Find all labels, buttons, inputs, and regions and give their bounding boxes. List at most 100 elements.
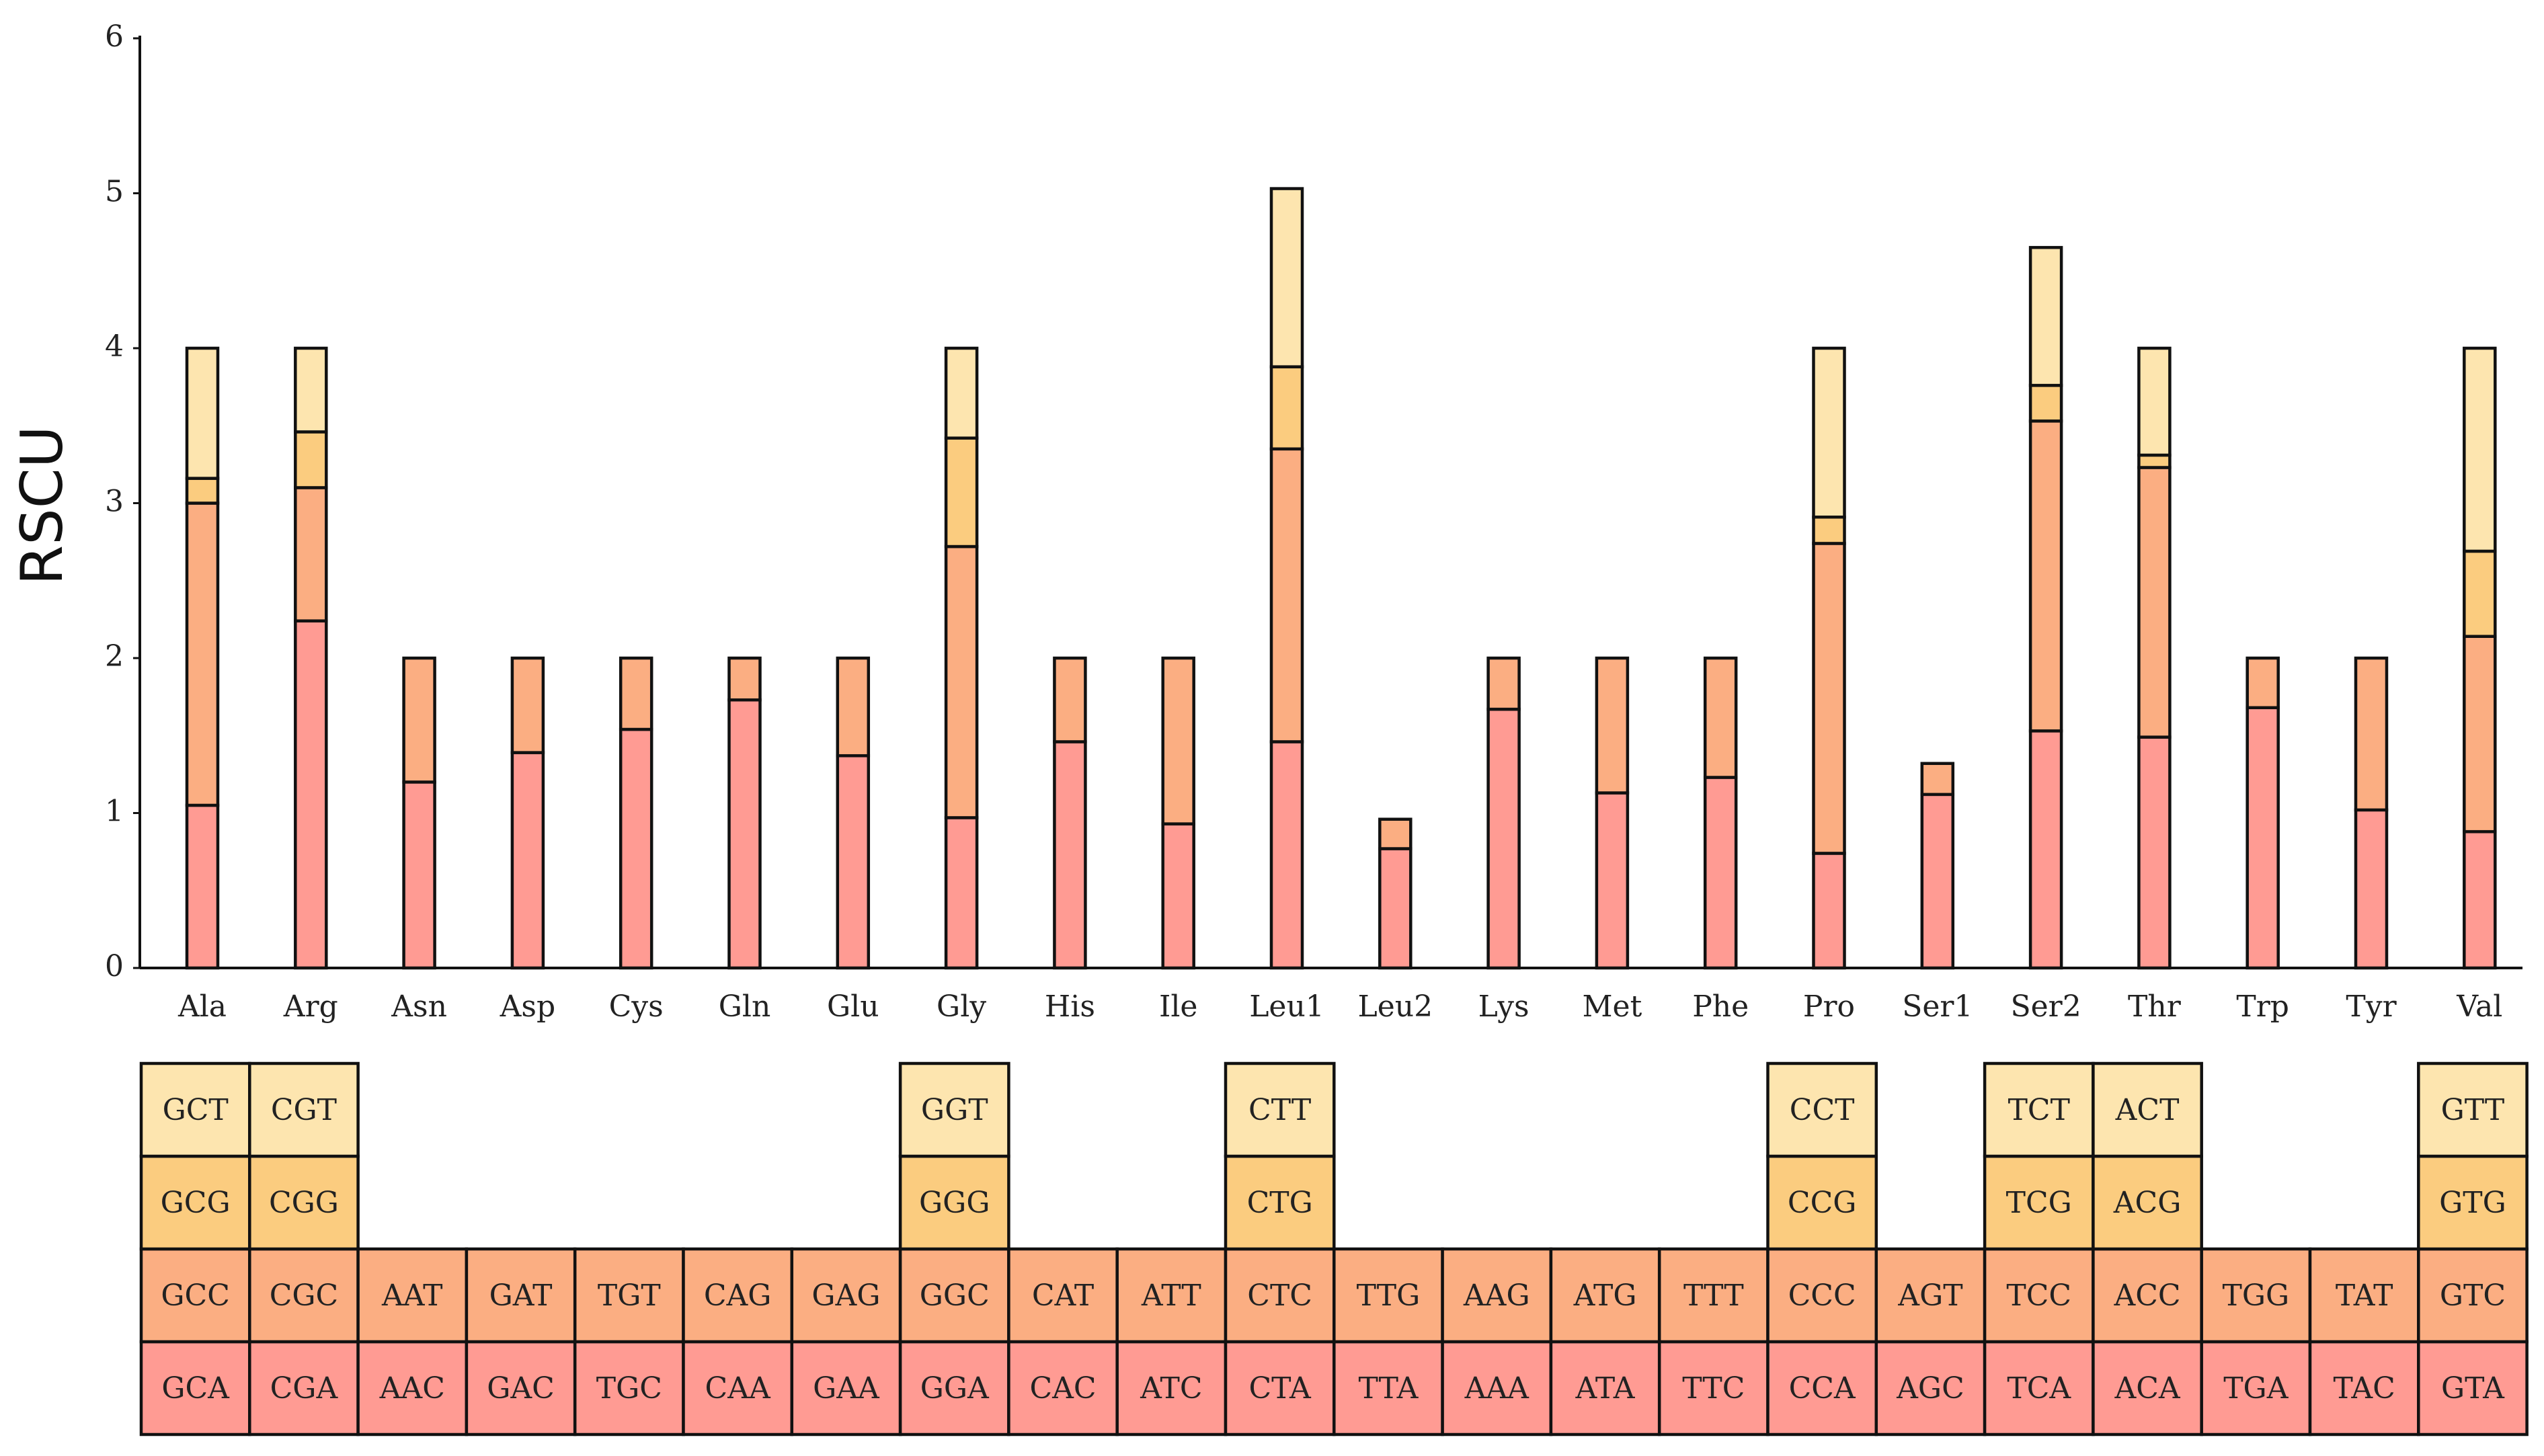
bar-segment-cca xyxy=(1812,852,1846,970)
codon-cell-aaa: AAA xyxy=(1441,1340,1553,1437)
codon-label: ACT xyxy=(2115,1093,2180,1127)
codon-cell-bg xyxy=(1766,1061,1878,1158)
codon-cell-tca: TCA xyxy=(1983,1340,2095,1437)
bar-segment-cgt xyxy=(294,346,328,434)
bar-segment-tta xyxy=(1378,847,1413,970)
codon-cell-ttg: TTG xyxy=(1333,1247,1444,1344)
bar-cys xyxy=(619,656,653,970)
bar-segment-gac xyxy=(510,751,545,970)
x-tick-label: Cys xyxy=(609,989,664,1024)
codon-cell-tga: TGA xyxy=(2200,1340,2312,1437)
codon-label: ATT xyxy=(1141,1279,1201,1313)
codon-cell-cga: CGA xyxy=(248,1340,360,1437)
bar-segment-gga xyxy=(944,816,979,970)
x-tick-label: Arg xyxy=(283,989,338,1024)
bar-segment-att xyxy=(1161,656,1195,825)
bar-val xyxy=(2463,346,2497,970)
codon-cell-caa: CAA xyxy=(682,1340,794,1437)
y-ticks: 0 1 2 3 4 5 6 xyxy=(105,19,140,983)
codon-cell-bg xyxy=(1549,1247,1661,1344)
codon-cell-bg xyxy=(1874,1340,1987,1437)
bar-segment-tat xyxy=(2354,656,2389,812)
codon-cell-cac: CAC xyxy=(1007,1340,1119,1437)
codon-label: TAT xyxy=(2336,1279,2393,1313)
bar-segment-gca xyxy=(185,803,220,970)
codon-label: CGG xyxy=(269,1186,339,1220)
codon-label: GTA xyxy=(2441,1371,2505,1406)
x-tick-label: Gln xyxy=(719,989,771,1024)
codon-label: TCG xyxy=(2006,1186,2072,1220)
plot-area: 0 1 2 3 4 5 6 Ala Arg Asn Asp Cys Gln Glu Gly His Ile Le… xyxy=(105,19,2522,1024)
bar-gln xyxy=(727,656,762,970)
codon-label: CAC xyxy=(1029,1371,1096,1406)
codon-label: GGG xyxy=(919,1186,990,1220)
codon-cell-cgg: CGG xyxy=(248,1154,360,1251)
codon-cell-ccc: CCC xyxy=(1766,1247,1878,1344)
codon-label: CGA xyxy=(270,1371,339,1406)
bar-ser2 xyxy=(2028,245,2063,970)
codon-cell-cca: CCA xyxy=(1766,1340,1878,1437)
codon-label: ATC xyxy=(1140,1371,1202,1406)
codon-cell-aac: AAC xyxy=(356,1340,469,1437)
codon-cell-acc: ACC xyxy=(2092,1247,2203,1344)
x-tick-label: Tyr xyxy=(2346,989,2397,1024)
codon-cell-bg xyxy=(248,1247,360,1344)
codon-cell-gca: GCA xyxy=(139,1340,251,1437)
bar-segment-act xyxy=(2137,346,2172,457)
x-tick-label: Pro xyxy=(1803,989,1855,1024)
stacked-bars xyxy=(185,187,2497,970)
codon-cell-bg xyxy=(1333,1247,1444,1344)
codon-label: GAA xyxy=(813,1371,880,1406)
y-axis-label: RSCU xyxy=(9,426,76,585)
codon-label: GCG xyxy=(161,1186,231,1220)
codon-cell-tta: TTA xyxy=(1333,1340,1444,1437)
codon-label: ACC xyxy=(2113,1279,2180,1313)
codon-cell-cta: CTA xyxy=(1224,1340,1336,1437)
codon-cell-gtg: GTG xyxy=(2417,1154,2529,1251)
codon-cell-bg xyxy=(1874,1247,1987,1344)
codon-cell-agt: AGT xyxy=(1874,1247,1987,1344)
codon-label: CTG xyxy=(1247,1186,1313,1220)
codon-cell-bg xyxy=(1983,1247,2095,1344)
x-tick-label: Thr xyxy=(2128,989,2182,1024)
codon-cell-gat: GAT xyxy=(465,1247,577,1344)
codon-cell-gaa: GAA xyxy=(790,1340,902,1437)
y-tick-label: 4 xyxy=(105,329,124,364)
codon-cell-cgt: CGT xyxy=(248,1061,360,1158)
x-tick-label: Ser1 xyxy=(1902,989,1973,1024)
bar-gly xyxy=(944,346,979,970)
codon-cell-gta: GTA xyxy=(2417,1340,2529,1437)
codon-cell-ctg: CTG xyxy=(1224,1154,1336,1251)
codon-label: GCA xyxy=(161,1371,230,1406)
codon-cell-bg xyxy=(356,1247,469,1344)
y-tick-label: 5 xyxy=(105,175,124,209)
bar-segment-ttg xyxy=(1378,817,1413,850)
bar-segment-cta xyxy=(1269,740,1304,970)
bar-segment-ctt xyxy=(1269,187,1304,368)
codon-label: ACA xyxy=(2114,1371,2180,1406)
x-tick-label: Trp xyxy=(2236,989,2289,1024)
codon-cell-tat: TAT xyxy=(2308,1247,2420,1344)
bar-segment-aag xyxy=(1486,656,1521,711)
bar-phe xyxy=(1703,656,1738,970)
codon-cell-bg xyxy=(898,1061,1010,1158)
codon-label: TCC xyxy=(2006,1279,2071,1313)
codon-cell-ggg: GGG xyxy=(898,1154,1010,1251)
codon-label: TAC xyxy=(2333,1371,2395,1406)
codon-label: AGT xyxy=(1897,1279,1962,1313)
codon-cell-ctc: CTC xyxy=(1224,1247,1336,1344)
codon-label: AAT xyxy=(381,1279,443,1313)
bar-segment-cag xyxy=(727,656,762,702)
codon-label: AGC xyxy=(1896,1371,1964,1406)
x-tick-label: Asp xyxy=(500,989,556,1024)
codon-cell-aat: AAT xyxy=(356,1247,469,1344)
codon-cell-ggt: GGT xyxy=(898,1061,1010,1158)
codon-cell-bg xyxy=(1224,1154,1336,1251)
bar-segment-aaa xyxy=(1486,707,1521,970)
codon-label: CCA xyxy=(1789,1371,1856,1406)
codon-label: CCT xyxy=(1790,1093,1855,1127)
codon-cell-gct: GCT xyxy=(139,1061,251,1158)
codon-table: GCA GCC GCG GCT CGA CGC CGG CGT AAC AAT GAC GAT TGC T… xyxy=(139,1061,2529,1437)
bar-segment-tcc xyxy=(2028,419,2063,733)
bar-segment-tcg xyxy=(2028,384,2063,423)
